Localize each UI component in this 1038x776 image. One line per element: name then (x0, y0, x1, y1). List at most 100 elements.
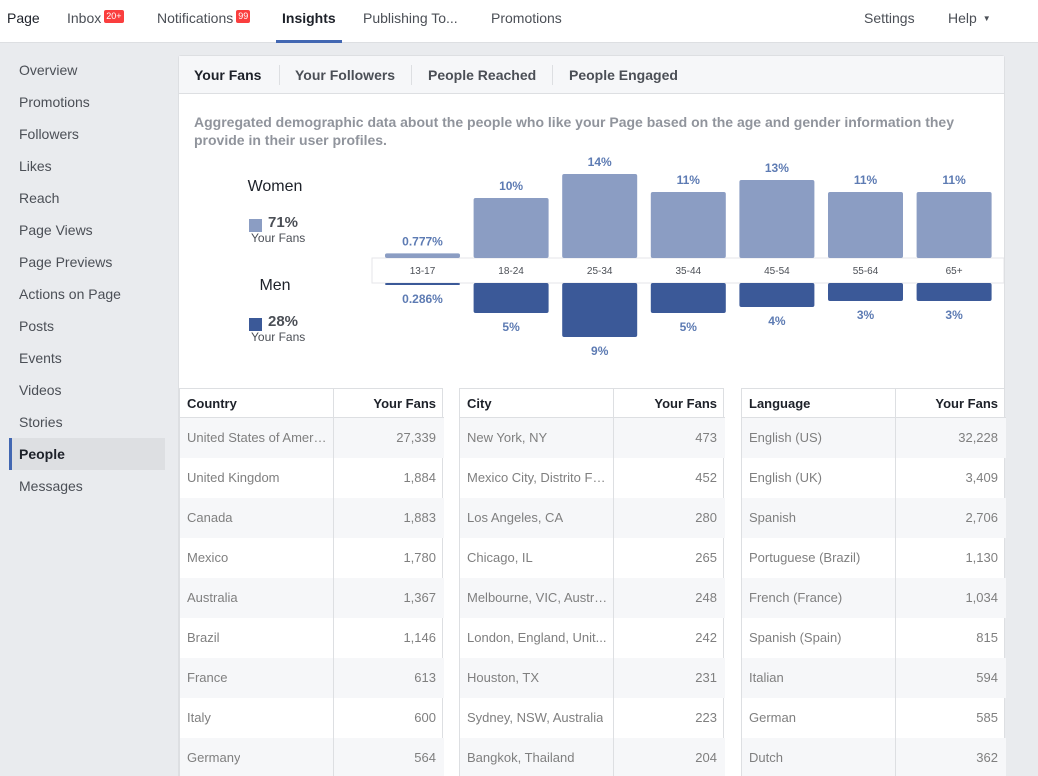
city-name: Bangkok, Thailand (467, 750, 575, 765)
sidebar-item-events[interactable]: Events (19, 350, 62, 366)
tab-divider (552, 65, 553, 85)
sidebar-item-people[interactable]: People (9, 438, 165, 470)
language-name: Dutch (749, 750, 783, 765)
table-row: English (US) 32,228 (742, 418, 1006, 458)
legend-men-pct: 28% (268, 313, 299, 330)
country-name: Australia (187, 590, 238, 605)
fan-count: 613 (414, 670, 436, 685)
sidebar-item-promotions[interactable]: Promotions (19, 94, 90, 110)
women-bar (828, 192, 903, 258)
sidebar-item-actions-on-page[interactable]: Actions on Page (19, 286, 121, 302)
table-row: Portuguese (Brazil) 1,130 (742, 538, 1006, 578)
nav-page[interactable]: Page (7, 10, 40, 26)
sidebar-item-videos[interactable]: Videos (19, 382, 62, 398)
language-column-header[interactable]: Language (749, 396, 811, 411)
table-row: Italian 594 (742, 658, 1006, 698)
age-axis-band (371, 257, 1004, 284)
city-name: Houston, TX (467, 670, 540, 685)
tab-your-fans[interactable]: Your Fans (194, 67, 262, 83)
language-name: German (749, 710, 796, 725)
city-name: London, England, Unit... (467, 630, 607, 645)
column-divider (333, 389, 334, 776)
table-row: London, England, Unit... 242 (460, 618, 725, 658)
table-row: Melbourne, VIC, Australia 248 (460, 578, 725, 618)
table-row: Germany 564 (180, 738, 444, 776)
fan-count: 600 (414, 710, 436, 725)
nav-insights[interactable]: Insights (276, 0, 342, 43)
fan-count: 1,146 (403, 630, 436, 645)
table-row: New York, NY 473 (460, 418, 725, 458)
table-row: Spanish (Spain) 815 (742, 618, 1006, 658)
men-bar (650, 283, 726, 313)
nav-settings[interactable]: Settings (864, 10, 915, 26)
men-bar (739, 283, 815, 307)
fan-count: 564 (414, 750, 436, 765)
sidebar-item-page-views[interactable]: Page Views (19, 222, 93, 238)
fan-count: 265 (695, 550, 717, 565)
city-column-header[interactable]: City (467, 396, 492, 411)
your-fans-column-header[interactable]: Your Fans (935, 396, 998, 411)
sidebar-item-posts[interactable]: Posts (19, 318, 55, 334)
sidebar-item-overview[interactable]: Overview (19, 62, 78, 78)
city-name: Melbourne, VIC, Australia (467, 590, 608, 605)
women-data-label: 14% (588, 155, 612, 169)
women-data-label: 10% (499, 179, 523, 193)
table-row: Mexico 1,780 (180, 538, 444, 578)
fan-count: 1,034 (965, 590, 998, 605)
fan-count: 231 (695, 670, 717, 685)
country-column-header[interactable]: Country (187, 396, 237, 411)
tab-people-reached[interactable]: People Reached (428, 67, 537, 83)
city-name: New York, NY (467, 430, 548, 445)
sidebar-item-messages[interactable]: Messages (19, 478, 83, 494)
sidebar-item-reach[interactable]: Reach (19, 190, 60, 206)
sidebar-item-likes[interactable]: Likes (19, 158, 52, 174)
language-name: Spanish (749, 510, 796, 525)
nav-promotions[interactable]: Promotions (491, 10, 562, 26)
table-row: Sydney, NSW, Australia 223 (460, 698, 725, 738)
table-row: English (UK) 3,409 (742, 458, 1006, 498)
fan-count: 2,706 (965, 510, 998, 525)
fan-count: 223 (695, 710, 717, 725)
tab-your-followers[interactable]: Your Followers (295, 67, 396, 83)
men-bar (916, 283, 992, 301)
tab-people-engaged[interactable]: People Engaged (569, 67, 678, 83)
fan-count: 1,883 (403, 510, 436, 525)
age-tick-label: 65+ (946, 266, 963, 277)
age-tick-label: 45-54 (764, 266, 790, 277)
inbox-badge: 20+ (104, 10, 124, 23)
nav-help[interactable]: Help ▼ (948, 0, 991, 43)
legend-women-title: Women (247, 178, 303, 195)
table-row: Italy 600 (180, 698, 444, 738)
men-bar (385, 283, 460, 285)
people-tabs: Your Fans Your Followers People Reached … (179, 56, 1004, 94)
women-bar (739, 180, 815, 258)
country-name: Mexico (187, 550, 229, 565)
fan-count: 280 (695, 510, 717, 525)
country-name: Canada (187, 510, 233, 525)
notifications-badge: 99 (236, 10, 251, 23)
table-header: City Your Fans (460, 389, 725, 418)
table-row: Los Angeles, CA 280 (460, 498, 725, 538)
nav-inbox[interactable]: Inbox 20+ (67, 10, 124, 26)
city-name: Chicago, IL (467, 550, 533, 565)
sidebar-item-stories[interactable]: Stories (19, 414, 63, 430)
fan-count: 27,339 (396, 430, 436, 445)
women-bar (473, 198, 549, 258)
sidebar-item-page-previews[interactable]: Page Previews (19, 254, 113, 270)
your-fans-column-header[interactable]: Your Fans (654, 396, 717, 411)
sidebar-item-followers[interactable]: Followers (19, 126, 79, 142)
city-name: Mexico City, Distrito Fe... (467, 470, 608, 485)
your-fans-column-header[interactable]: Your Fans (373, 396, 436, 411)
city-name: Los Angeles, CA (467, 510, 564, 525)
language-name: English (UK) (749, 470, 822, 485)
tab-divider (279, 65, 280, 85)
nav-notifications[interactable]: Notifications 99 (157, 10, 251, 26)
nav-publishing-tools[interactable]: Publishing To... (363, 10, 458, 26)
table-row: Bangkok, Thailand 204 (460, 738, 725, 776)
women-data-label: 13% (765, 161, 789, 175)
language-name: Italian (749, 670, 784, 685)
men-bar (828, 283, 903, 301)
column-divider (613, 389, 614, 776)
men-data-label: 3% (945, 308, 963, 322)
legend-women-swatch (249, 219, 262, 232)
